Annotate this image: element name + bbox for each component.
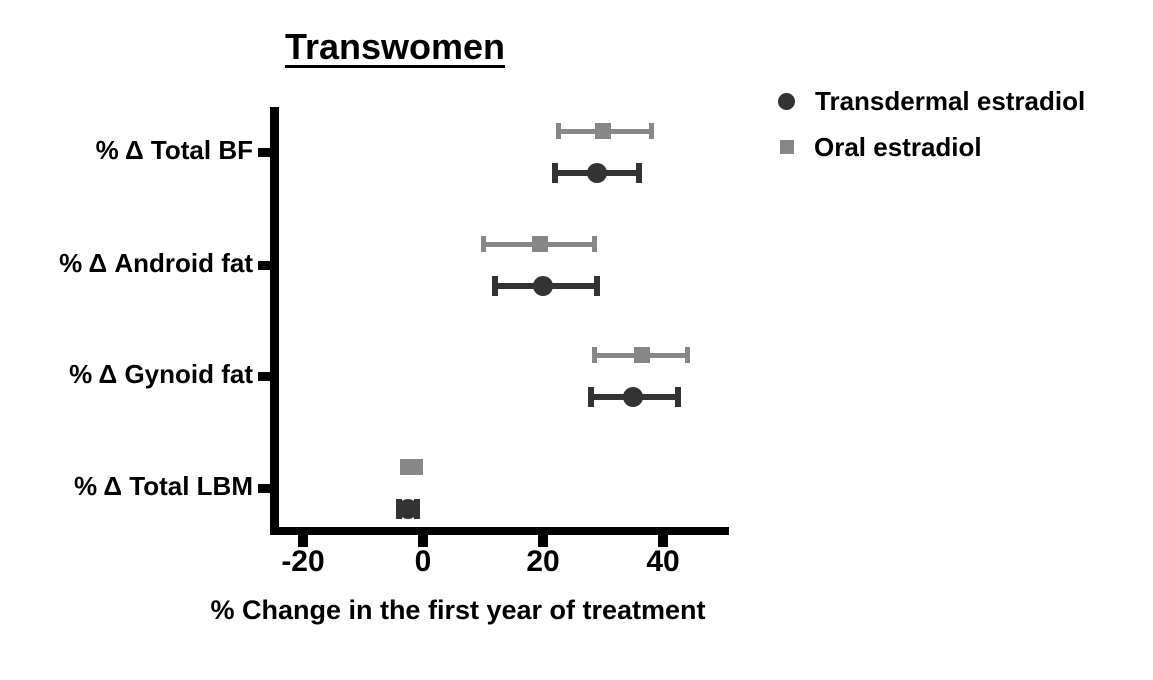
error-bar-cap [594,276,600,296]
error-bar-cap [552,163,558,183]
category-label: % Δ Total LBM [73,471,253,501]
error-bar-cap [648,123,654,139]
data-point-marker [403,459,419,475]
x-tick-mark [538,535,548,547]
error-bar-cap [399,459,405,475]
error-bar-cap [636,163,642,183]
category-label: % Δ Gynoid fat [69,359,253,389]
category-label: % Δ Android fat [59,248,253,278]
x-tick-label: 20 [526,545,560,578]
data-point-marker [595,123,611,139]
x-tick-mark [658,535,668,547]
y-tick-mark [258,261,270,270]
error-bar-cap [480,236,486,252]
data-point-marker [398,499,418,519]
x-tick-mark [298,535,308,547]
y-tick-mark [258,372,270,381]
error-bar-cap [492,276,498,296]
error-bar-cap [591,236,597,252]
error-bar-cap [555,123,561,139]
data-point-marker [587,163,607,183]
legend: Transdermal estradiol Oral estradiol [778,86,1085,162]
data-point-marker [634,347,650,363]
data-point-marker [533,276,553,296]
error-bar-cap [591,347,597,363]
circle-marker-icon [778,92,795,110]
x-tick-mark [418,535,428,547]
y-axis-line [270,107,279,535]
legend-item-oral: Oral estradiol [778,132,1085,162]
legend-label: Oral estradiol [814,131,982,162]
y-tick-mark [258,484,270,493]
legend-label: Transdermal estradiol [815,85,1086,116]
x-tick-label: 0 [414,545,432,578]
error-bar-cap [684,347,690,363]
error-bar-cap [417,459,423,475]
data-point-marker [532,236,548,252]
data-point-marker [623,387,643,407]
error-bar-cap [588,387,594,407]
x-tick-label: -20 [281,545,325,578]
legend-item-transdermal: Transdermal estradiol [778,86,1085,116]
y-tick-mark [258,148,270,157]
error-bar-cap [675,387,681,407]
x-axis-line [270,527,729,535]
x-tick-label: 40 [646,545,680,578]
category-label: % Δ Total BF [95,135,253,165]
chart-title: Transwomen [284,26,506,67]
square-marker-icon [780,140,794,154]
x-axis-label: % Change in the first year of treatment [210,595,706,625]
